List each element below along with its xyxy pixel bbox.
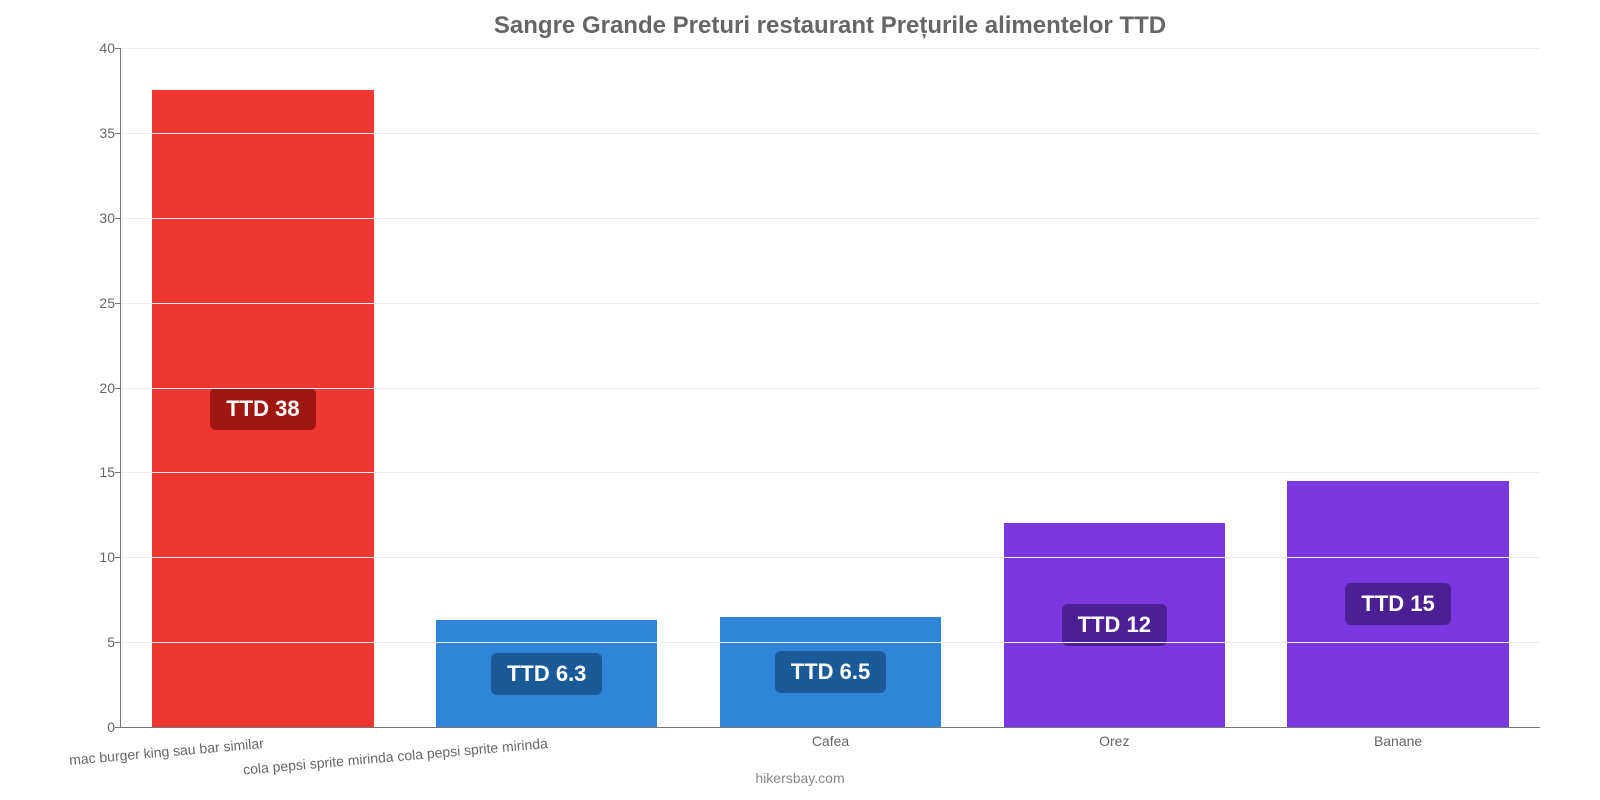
x-axis-label: Cafea (689, 733, 973, 749)
y-tick-label: 0 (75, 719, 115, 735)
plot-area: TTD 38TTD 6.3TTD 6.5TTD 12TTD 15 mac bur… (120, 48, 1540, 728)
y-tick-mark (115, 727, 121, 728)
chart-container: Sangre Grande Preturi restaurant Prețuri… (0, 0, 1600, 800)
grid-line (121, 388, 1540, 389)
y-tick-label: 35 (75, 125, 115, 141)
y-tick-mark (115, 303, 121, 304)
y-tick-label: 15 (75, 464, 115, 480)
grid-line (121, 472, 1540, 473)
value-badge: TTD 15 (1345, 583, 1450, 625)
y-tick-label: 30 (75, 210, 115, 226)
grid-line (121, 48, 1540, 49)
bar: TTD 15 (1287, 481, 1508, 727)
y-tick-label: 10 (75, 549, 115, 565)
y-tick-label: 20 (75, 380, 115, 396)
y-tick-label: 25 (75, 295, 115, 311)
bar: TTD 12 (1004, 523, 1225, 727)
y-tick-mark (115, 472, 121, 473)
attribution-text: hikersbay.com (0, 770, 1600, 786)
y-tick-mark (115, 218, 121, 219)
x-axis-label: cola pepsi sprite mirinda cola pepsi spr… (405, 733, 689, 749)
x-axis-labels: mac burger king sau bar similarcola peps… (121, 733, 1540, 749)
value-badge: TTD 6.3 (491, 653, 602, 695)
grid-line (121, 303, 1540, 304)
bar: TTD 6.5 (720, 617, 941, 727)
y-tick-label: 40 (75, 40, 115, 56)
grid-line (121, 557, 1540, 558)
x-axis-label: mac burger king sau bar similar (121, 733, 405, 749)
bar: TTD 38 (152, 90, 373, 727)
value-badge: TTD 12 (1062, 604, 1167, 646)
y-tick-mark (115, 388, 121, 389)
y-tick-label: 5 (75, 634, 115, 650)
bar: TTD 6.3 (436, 620, 657, 727)
y-tick-mark (115, 557, 121, 558)
grid-line (121, 133, 1540, 134)
grid-line (121, 218, 1540, 219)
chart-title: Sangre Grande Preturi restaurant Prețuri… (120, 12, 1540, 40)
value-badge: TTD 6.5 (775, 651, 886, 693)
x-axis-label: Orez (972, 733, 1256, 749)
y-tick-mark (115, 133, 121, 134)
y-tick-mark (115, 642, 121, 643)
x-axis-label: Banane (1256, 733, 1540, 749)
y-tick-mark (115, 48, 121, 49)
value-badge: TTD 38 (210, 388, 315, 430)
grid-line (121, 642, 1540, 643)
